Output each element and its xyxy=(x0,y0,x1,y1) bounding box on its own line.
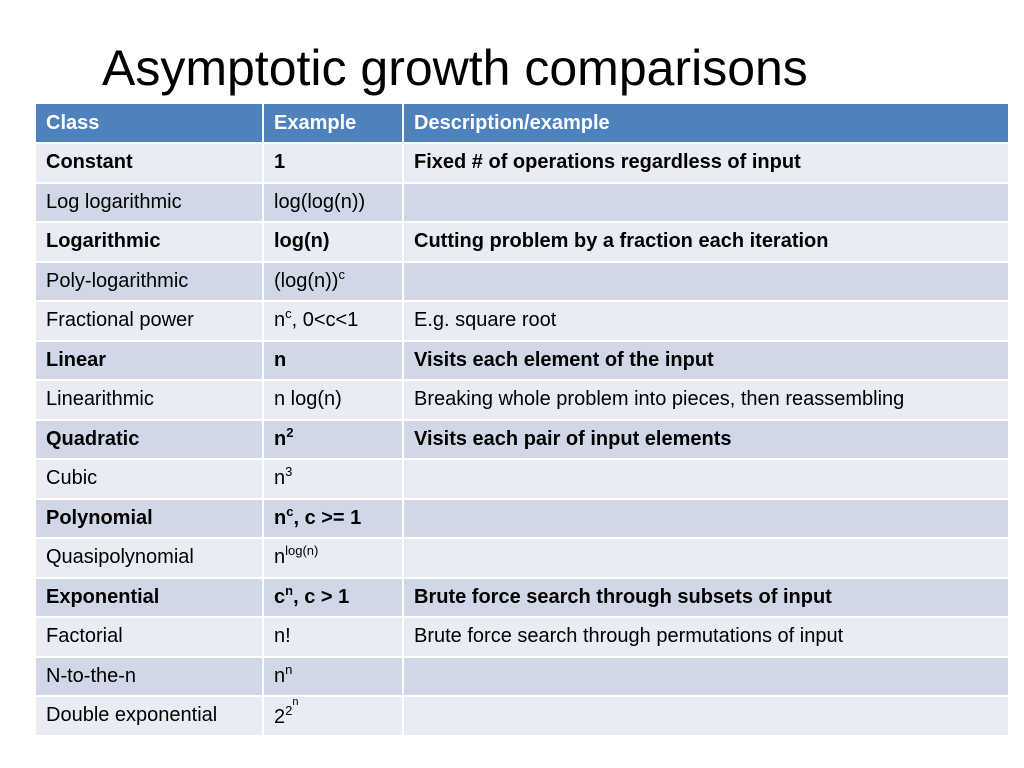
cell-description xyxy=(402,695,1010,737)
header-description: Description/example xyxy=(402,102,1010,144)
example-exponent: c xyxy=(338,266,345,282)
cell-description xyxy=(402,260,1010,302)
cell-example: n2 xyxy=(262,418,404,460)
header-class: Class xyxy=(34,102,264,144)
cell-class: N-to-the-n xyxy=(34,655,264,697)
example-exponent: 2n xyxy=(285,696,299,719)
example-base: 1 xyxy=(274,151,286,174)
example-exponent: n xyxy=(285,582,294,598)
cell-class: Log logarithmic xyxy=(34,181,264,223)
cell-example: nc, 0<c<1 xyxy=(262,300,404,342)
cell-example: nn xyxy=(262,655,404,697)
header-example: Example xyxy=(262,102,404,144)
table-row: Quasipolynomial nlog(n) xyxy=(34,537,1010,579)
cell-class: Linearithmic xyxy=(34,379,264,421)
example-exponent: 2 xyxy=(286,424,294,440)
example-base: log(n) xyxy=(274,230,330,253)
example-base: n! xyxy=(274,625,291,648)
table-row: Fractional power nc, 0<c<1 E.g. square roo… xyxy=(34,300,1010,342)
cell-example: cn, c > 1 xyxy=(262,576,404,618)
cell-description: E.g. square root xyxy=(402,300,1010,342)
cell-example: (log(n))c xyxy=(262,260,404,302)
cell-description xyxy=(402,537,1010,579)
example-base: n xyxy=(274,309,286,332)
cell-description xyxy=(402,497,1010,539)
example-base: n xyxy=(274,506,287,529)
table-row: Quadratic n2 Visits each pair of input ele… xyxy=(34,418,1010,460)
cell-example: n log(n) xyxy=(262,379,404,421)
example-base: (log(n)) xyxy=(274,269,339,292)
cell-class: Quasipolynomial xyxy=(34,537,264,579)
example-base: n xyxy=(274,427,287,450)
cell-description xyxy=(402,655,1010,697)
example-suffix: , c >= 1 xyxy=(293,506,362,529)
example-base: n xyxy=(274,467,286,490)
example-exponent: c xyxy=(285,306,292,322)
cell-class: Constant xyxy=(34,142,264,184)
table-row: Polynomial nc, c >= 1 xyxy=(34,497,1010,539)
page-title: Asymptotic growth comparisons xyxy=(102,40,808,96)
cell-class: Poly-logarithmic xyxy=(34,260,264,302)
example-suffix: , c > 1 xyxy=(293,585,350,608)
cell-class: Double exponential xyxy=(34,695,264,737)
cell-description xyxy=(402,181,1010,223)
cell-example: n3 xyxy=(262,458,404,500)
table-row: Exponential cn, c > 1 Brute force search t… xyxy=(34,576,1010,618)
table-row: Log logarithmic log(log(n)) xyxy=(34,181,1010,223)
cell-class: Exponential xyxy=(34,576,264,618)
table-row: Poly-logarithmic (log(n))c xyxy=(34,260,1010,302)
cell-class: Logarithmic xyxy=(34,221,264,263)
cell-class: Polynomial xyxy=(34,497,264,539)
table-body: Constant 1 Fixed # of operations regardles… xyxy=(34,142,1010,737)
cell-example: nlog(n) xyxy=(262,537,404,579)
cell-example: nc, c >= 1 xyxy=(262,497,404,539)
example-base: log(log(n)) xyxy=(274,190,366,213)
cell-class: Factorial xyxy=(34,616,264,658)
cell-class: Quadratic xyxy=(34,418,264,460)
cell-description: Brute force search through permutations … xyxy=(402,616,1010,658)
example-base: n xyxy=(274,348,287,371)
cell-example: 22n xyxy=(262,695,404,737)
example-suffix: , 0<c<1 xyxy=(291,309,359,332)
cell-class: Cubic xyxy=(34,458,264,500)
table-row: Linear n Visits each element of the input xyxy=(34,339,1010,381)
table-row: Cubic n3 xyxy=(34,458,1010,500)
cell-example: n! xyxy=(262,616,404,658)
example-exponent: 3 xyxy=(285,464,293,480)
example-base: c xyxy=(274,585,286,608)
cell-description: Fixed # of operations regardless of inpu… xyxy=(402,142,1010,184)
table-row: N-to-the-n nn xyxy=(34,655,1010,697)
example-base: n xyxy=(274,664,286,687)
table-row: Double exponential 22n xyxy=(34,695,1010,737)
table-row: Linearithmic n log(n) Breaking whole probl… xyxy=(34,379,1010,421)
cell-description: Visits each pair of input elements xyxy=(402,418,1010,460)
cell-description: Breaking whole problem into pieces, then… xyxy=(402,379,1010,421)
table-row: Factorial n! Brute force search through pe… xyxy=(34,616,1010,658)
cell-example: log(n) xyxy=(262,221,404,263)
example-exponent-nested: n xyxy=(292,696,299,709)
cell-description: Cutting problem by a fraction each itera… xyxy=(402,221,1010,263)
example-base: n xyxy=(274,546,286,569)
table-header-row: Class Example Description/example xyxy=(34,102,1010,144)
table-row: Logarithmic log(n) Cutting problem by a fr… xyxy=(34,221,1010,263)
cell-example: 1 xyxy=(262,142,404,184)
cell-class: Fractional power xyxy=(34,300,264,342)
growth-table: Class Example Description/example Consta… xyxy=(34,102,1010,737)
cell-description xyxy=(402,458,1010,500)
cell-description: Brute force search through subsets of in… xyxy=(402,576,1010,618)
cell-example: log(log(n)) xyxy=(262,181,404,223)
example-exponent: c xyxy=(286,503,294,519)
example-base: 2 xyxy=(274,706,286,729)
cell-class: Linear xyxy=(34,339,264,381)
example-exponent: log(n) xyxy=(285,543,319,559)
example-base: n log(n) xyxy=(274,388,342,411)
cell-description: Visits each element of the input xyxy=(402,339,1010,381)
cell-example: n xyxy=(262,339,404,381)
example-exponent: n xyxy=(285,661,293,677)
table-row: Constant 1 Fixed # of operations regardles… xyxy=(34,142,1010,184)
